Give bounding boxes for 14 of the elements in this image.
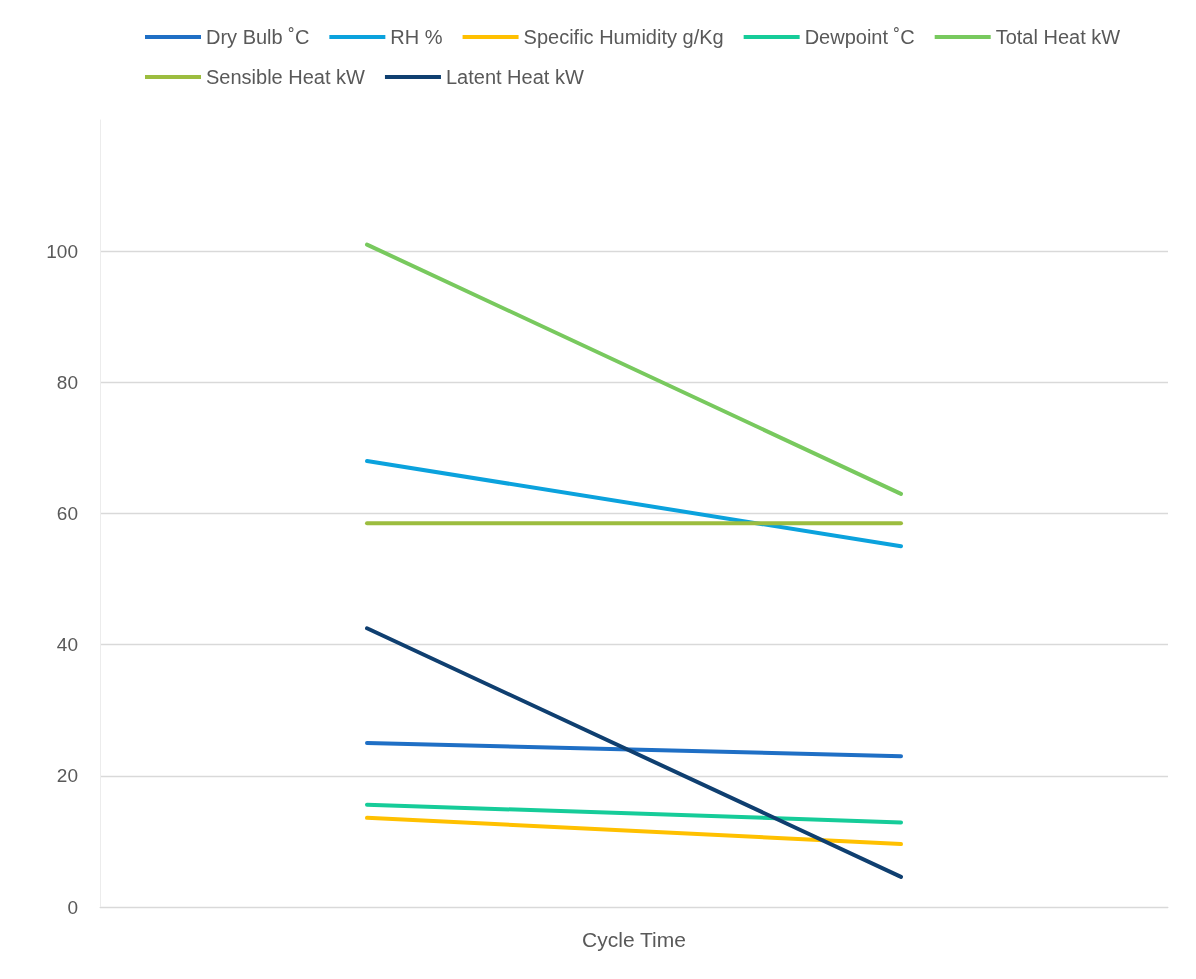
legend-label: Total Heat kW — [995, 26, 1121, 48]
legend-label: RH % — [390, 26, 443, 48]
y-tick-label: 20 — [56, 765, 78, 787]
y-tick-label: 60 — [56, 503, 78, 524]
legend-label: Dry Bulb ˚C — [206, 26, 310, 48]
y-tick-label: 0 — [67, 896, 78, 918]
legend-label: Latent Heat kW — [445, 66, 584, 88]
x-axis-title: Cycle Time — [582, 928, 686, 951]
y-tick-label: 100 — [46, 240, 78, 262]
legend-label: Specific Humidity g/Kg — [523, 26, 724, 48]
legend-label: Dewpoint ˚C — [804, 26, 915, 48]
y-tick-label: 80 — [56, 371, 78, 393]
y-tick-label: 40 — [56, 634, 78, 656]
legend-label: Sensible Heat kW — [206, 66, 366, 88]
